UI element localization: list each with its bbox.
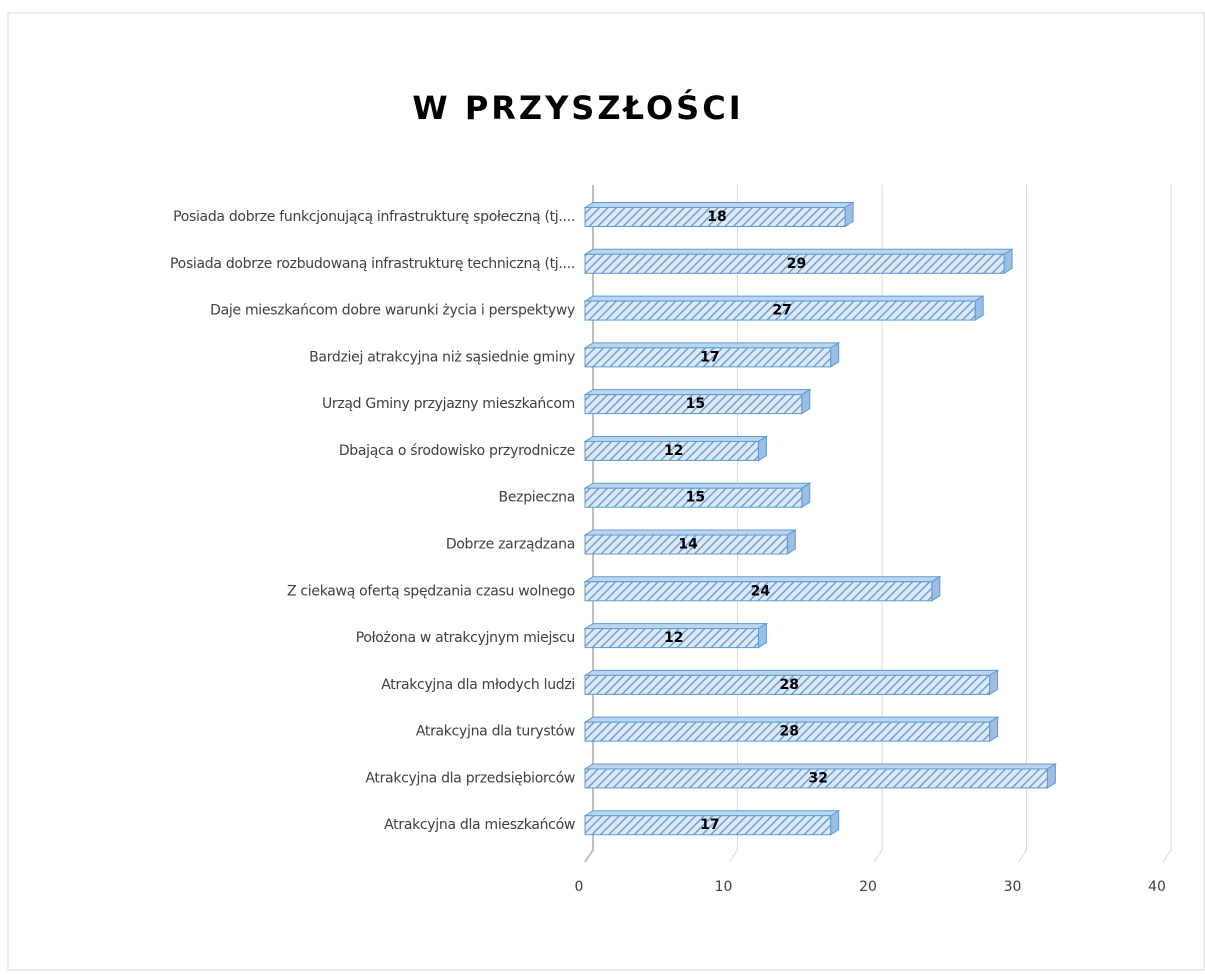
value-label: 32 [808, 770, 827, 786]
y-tick-label: Atrakcyjna dla przedsiębiorców [365, 770, 575, 786]
y-tick-label: Dobrze zarządzana [446, 537, 575, 553]
x-tick-label: 20 [859, 879, 877, 895]
bar-top [583, 435, 769, 442]
bar [584, 674, 991, 695]
bar [584, 300, 976, 321]
y-tick-label: Atrakcyjna dla mieszkańców [384, 817, 575, 833]
bar [584, 347, 832, 368]
y-tick-label: Urząd Gminy przyjazny mieszkańcom [322, 396, 575, 412]
x-tick-label: 0 [575, 879, 584, 895]
value-label: 28 [780, 724, 799, 740]
bar-top [583, 810, 841, 817]
bar-top [583, 763, 1058, 770]
value-label: 14 [678, 537, 698, 553]
y-tick-label: Atrakcyjna dla turystów [416, 724, 575, 740]
bar [584, 581, 933, 602]
value-label: 17 [700, 817, 719, 833]
value-label: 17 [700, 349, 719, 365]
grid-line [873, 185, 883, 863]
bar [584, 487, 803, 508]
value-label: 12 [664, 630, 683, 646]
value-label: 12 [664, 443, 683, 459]
grid-line [584, 185, 594, 863]
bar [584, 534, 788, 555]
bar-top [583, 716, 1000, 723]
bar [584, 768, 1048, 789]
bar [584, 440, 759, 461]
bar-top [583, 623, 769, 630]
bar [584, 815, 832, 836]
chart-title: W PRZYSZŁOŚCI [412, 88, 743, 127]
y-tick-label: Atrakcyjna dla młodych ludzi [381, 677, 575, 693]
bar [584, 207, 846, 227]
y-tick-label: Położona w atrakcyjnym miejscu [356, 630, 575, 646]
y-tick-label: Bezpieczna [499, 490, 575, 506]
value-label: 28 [780, 677, 799, 693]
bar [584, 721, 991, 742]
bar-top [583, 529, 798, 536]
y-tick-label: Daje mieszkańcom dobre warunki życia i p… [210, 303, 575, 319]
y-tick-label: Posiada dobrze rozbudowaną infrastruktur… [170, 256, 575, 272]
bar-top [583, 295, 985, 302]
bar-top [583, 669, 1000, 676]
bar-top [583, 342, 841, 349]
y-tick-label: Z ciekawą ofertą spędzania czasu wolnego [287, 583, 575, 599]
bar-top [583, 482, 812, 489]
x-tick-label: 30 [1004, 879, 1022, 895]
x-tick-label: 40 [1148, 879, 1166, 895]
value-label: 24 [751, 583, 771, 599]
bar [584, 253, 1005, 274]
bar-top [583, 576, 942, 583]
value-label: 15 [686, 396, 705, 412]
bar-top [583, 389, 812, 396]
value-label: 29 [787, 256, 806, 272]
value-label: 15 [686, 490, 705, 506]
bar [584, 394, 803, 415]
bar-top [583, 202, 855, 208]
x-tick-label: 10 [715, 879, 733, 895]
y-tick-label: Dbająca o środowisko przyrodnicze [339, 443, 575, 459]
y-tick-label: Posiada dobrze funkcjonującą infrastrukt… [173, 209, 575, 225]
grid-line [1018, 185, 1027, 863]
bar [584, 628, 759, 649]
y-tick-label: Bardziej atrakcyjna niż sąsiednie gminy [309, 349, 575, 365]
grid-line [729, 185, 738, 863]
chart-border [7, 12, 1205, 971]
value-label: 27 [772, 303, 791, 319]
grid-line [1162, 185, 1172, 863]
value-label: 18 [707, 209, 726, 225]
bar-top [583, 248, 1014, 255]
